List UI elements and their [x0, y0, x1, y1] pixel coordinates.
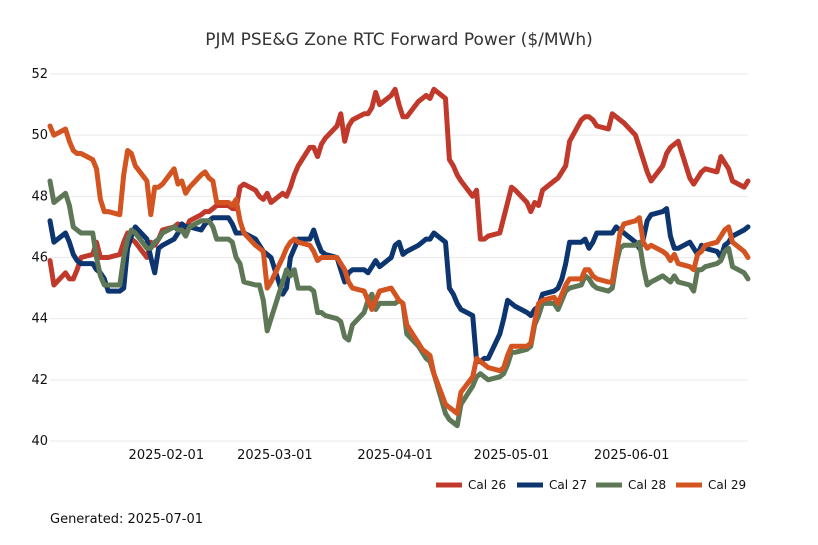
x-tick-label: 2025-03-01	[237, 448, 313, 463]
x-tick-label: 2025-05-01	[474, 448, 550, 463]
y-tick-label: 44	[31, 312, 48, 327]
x-tick-label: 2025-04-01	[357, 448, 433, 463]
chart-title: PJM PSE&G Zone RTC Forward Power ($/MWh)	[205, 30, 593, 50]
series-lines	[47, 86, 751, 429]
legend-label: Cal 27	[549, 478, 587, 492]
y-tick-label: 52	[31, 67, 48, 82]
y-tick-label: 48	[31, 189, 48, 204]
y-tick-label: 42	[31, 373, 48, 388]
x-axis-ticks: 2025-02-01 2025-03-01 2025-04-01 2025-05-01…	[129, 448, 670, 463]
gridlines	[50, 73, 748, 442]
series-line-cal-29	[47, 123, 751, 416]
x-tick-label: 2025-02-01	[129, 448, 205, 463]
legend-label: Cal 26	[468, 478, 506, 492]
legend-label: Cal 29	[708, 478, 746, 492]
x-tick-label: 2025-06-01	[594, 448, 670, 463]
generated-note: Generated: 2025-07-01	[50, 512, 204, 527]
y-axis-ticks: 40 42 44 46 48 50 52	[31, 67, 48, 449]
y-tick-label: 40	[31, 434, 48, 449]
y-tick-label: 46	[31, 251, 48, 266]
series-line-cal-27	[47, 206, 751, 364]
legend: Cal 26 Cal 27 Cal 28 Cal 29	[436, 478, 746, 492]
legend-label: Cal 28	[628, 478, 666, 492]
y-tick-label: 50	[31, 128, 48, 143]
